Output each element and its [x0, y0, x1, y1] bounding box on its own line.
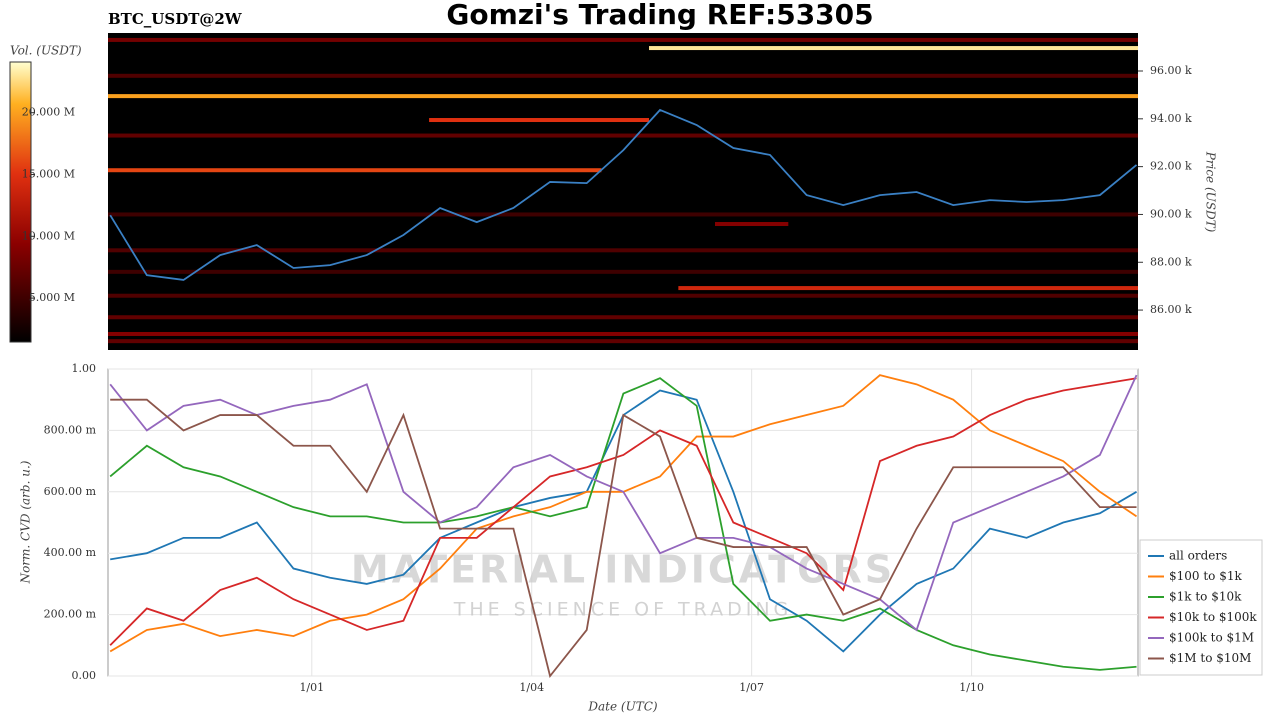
heat-band: [108, 94, 1138, 99]
colorbar: [9, 61, 32, 343]
legend-label: all orders: [1169, 549, 1227, 563]
x-tick-label: 1/07: [739, 681, 764, 694]
heat-band: [108, 212, 1138, 217]
heat-band: [108, 37, 1138, 42]
y-tick-label: 800.00 m: [44, 423, 97, 436]
series-line: [110, 398, 1137, 678]
y-tick-label: 88.00 k: [1150, 255, 1192, 268]
heat-band: [108, 73, 1138, 78]
legend-label: $1M to $10M: [1169, 651, 1251, 665]
x-tick-label: 1/01: [299, 681, 324, 694]
heatmap-bg: [108, 33, 1138, 350]
y-tick-label: 1.00: [72, 362, 97, 375]
heat-band: [678, 286, 1138, 291]
x-tick-label: 1/10: [959, 681, 984, 694]
y-tick-label: 400.00 m: [44, 546, 97, 559]
y-tick-label: 94.00 k: [1150, 112, 1192, 125]
y-tick-label: 90.00 k: [1150, 207, 1192, 220]
colorbar-tick-label: 10.000 M: [22, 229, 75, 242]
series-line: [109, 374, 1138, 632]
x-tick-label: 1/04: [519, 681, 544, 694]
heat-band: [108, 133, 1138, 138]
y-tick-label: 96.00 k: [1150, 64, 1192, 77]
y-tick-label: 92.00 k: [1150, 160, 1192, 173]
legend-label: $10k to $100k: [1169, 610, 1257, 624]
watermark-subtitle: THE SCIENCE OF TRADING: [453, 599, 793, 621]
colorbar-tick-label: 20.000 M: [22, 106, 75, 119]
price-line: [109, 108, 1138, 281]
series-line: [109, 377, 1137, 646]
y-axis-label: Norm. CVD (arb. u.): [19, 460, 33, 584]
heat-band: [649, 46, 1138, 51]
watermark-title: MATERIAL INDICATORS: [351, 548, 895, 592]
page-title: Gomzi's Trading REF:53305: [446, 0, 873, 31]
y-axis-label: Price (USDT): [1204, 151, 1218, 233]
heat-band: [715, 222, 789, 227]
y-tick-label: 0.00: [72, 669, 97, 682]
watermark: MATERIAL INDICATORS THE SCIENCE OF TRADI…: [351, 548, 895, 621]
y-tick-label: 200.00 m: [44, 608, 97, 621]
legend-label: $1k to $10k: [1169, 590, 1242, 604]
heat-band: [108, 293, 1138, 298]
colorbar-tick-label: 5.000 M: [29, 291, 75, 304]
x-axis-label: Date (UTC): [587, 700, 657, 714]
heat-band: [108, 331, 1138, 336]
series-line: [109, 377, 1137, 671]
colorbar-tick-label: 15.000 M: [22, 167, 75, 180]
legend: [1139, 539, 1263, 676]
heat-band: [108, 269, 1138, 274]
colorbar-label: Vol. (USDT): [10, 44, 82, 58]
heat-band: [108, 248, 1138, 253]
heat-band: [429, 118, 650, 123]
heat-band: [108, 168, 602, 173]
legend-label: $100 to $1k: [1169, 569, 1242, 583]
chart-title: BTC_USDT@2W: [108, 10, 243, 28]
heat-band: [108, 315, 1138, 320]
legend-label: $100k to $1M: [1169, 631, 1254, 645]
heat-band: [108, 339, 1138, 344]
y-tick-label: 600.00 m: [44, 485, 97, 498]
y-tick-label: 86.00 k: [1150, 303, 1192, 316]
